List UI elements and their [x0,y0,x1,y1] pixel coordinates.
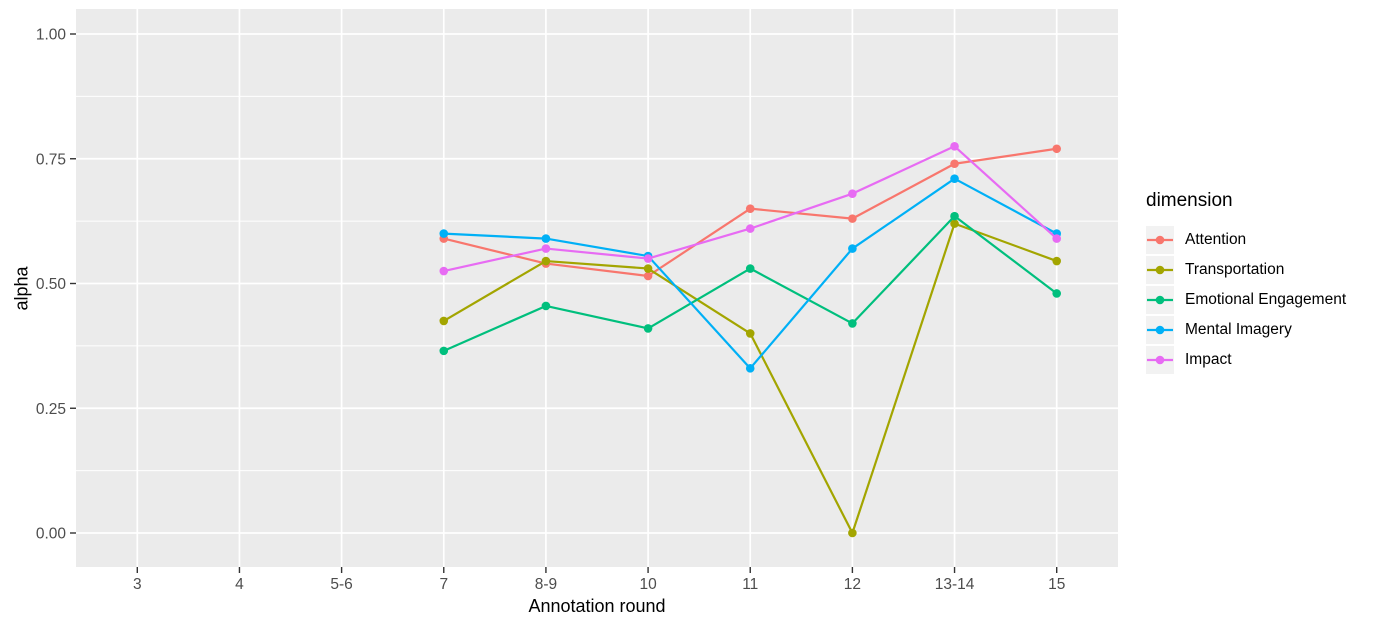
data-point [541,234,551,243]
legend-entry: Mental Imagery [1146,315,1346,345]
data-point [848,214,857,223]
data-point [950,159,959,169]
data-point [1052,234,1062,243]
data-point [950,211,959,221]
data-point [1052,144,1062,154]
data-point [745,204,755,213]
data-point [643,254,653,263]
legend-key-icon [1146,346,1174,374]
legend-entry: Attention [1146,225,1346,255]
legend-title: dimension [1146,190,1233,211]
data-point [848,528,857,538]
x-tick-label: 11 [742,576,758,593]
data-point [848,319,857,328]
data-point [848,244,857,253]
y-tick-label: 0.00 [36,526,67,543]
legend-key-icon [1146,256,1174,284]
data-point [439,229,449,238]
data-point [643,271,653,281]
data-point [745,329,755,338]
data-point [745,224,755,233]
data-point [950,174,959,184]
x-tick-label: 7 [439,576,448,593]
y-tick-label: 0.75 [36,151,66,168]
legend-label: Attention [1185,231,1247,248]
data-point [439,316,449,326]
legend-entry: Impact [1146,345,1346,375]
y-tick-label: 1.00 [36,27,67,44]
x-tick-label: 12 [844,576,861,593]
data-point [439,346,449,356]
data-point [643,324,653,333]
x-tick-label: 13-14 [935,576,975,593]
data-point [950,141,959,151]
legend-key-icon [1146,226,1174,254]
data-point [541,256,551,266]
data-point [439,266,449,276]
x-tick-label: 4 [235,576,244,593]
legend-label: Impact [1185,351,1232,368]
legend-key-icon [1146,316,1174,344]
legend-entry: Emotional Engagement [1146,285,1346,315]
data-point [541,301,551,311]
y-tick-label: 0.25 [36,401,66,418]
data-point [1052,256,1062,266]
legend-key-icon [1146,286,1174,314]
data-point [848,189,857,198]
legend: dimension Attention Transportation Emoti… [1146,190,1346,375]
x-tick-label: 15 [1048,576,1065,593]
x-axis-title: Annotation round [528,596,666,616]
x-tick-label: 10 [639,576,657,593]
data-point [643,264,653,273]
y-tick-label: 0.50 [36,276,67,293]
data-point [1052,289,1062,298]
x-tick-label: 8-9 [535,576,557,593]
legend-label: Emotional Engagement [1185,291,1347,308]
legend-entry: Transportation [1146,255,1346,285]
panel-background [76,9,1118,567]
x-tick-label: 3 [133,576,142,593]
data-point [950,219,959,228]
x-tick-label: 5-6 [330,576,352,593]
y-axis-title: alpha [11,266,32,311]
data-point [745,364,755,373]
data-point [745,264,755,273]
legend-label: Transportation [1185,261,1285,278]
data-point [541,244,551,253]
legend-label: Mental Imagery [1185,321,1292,338]
